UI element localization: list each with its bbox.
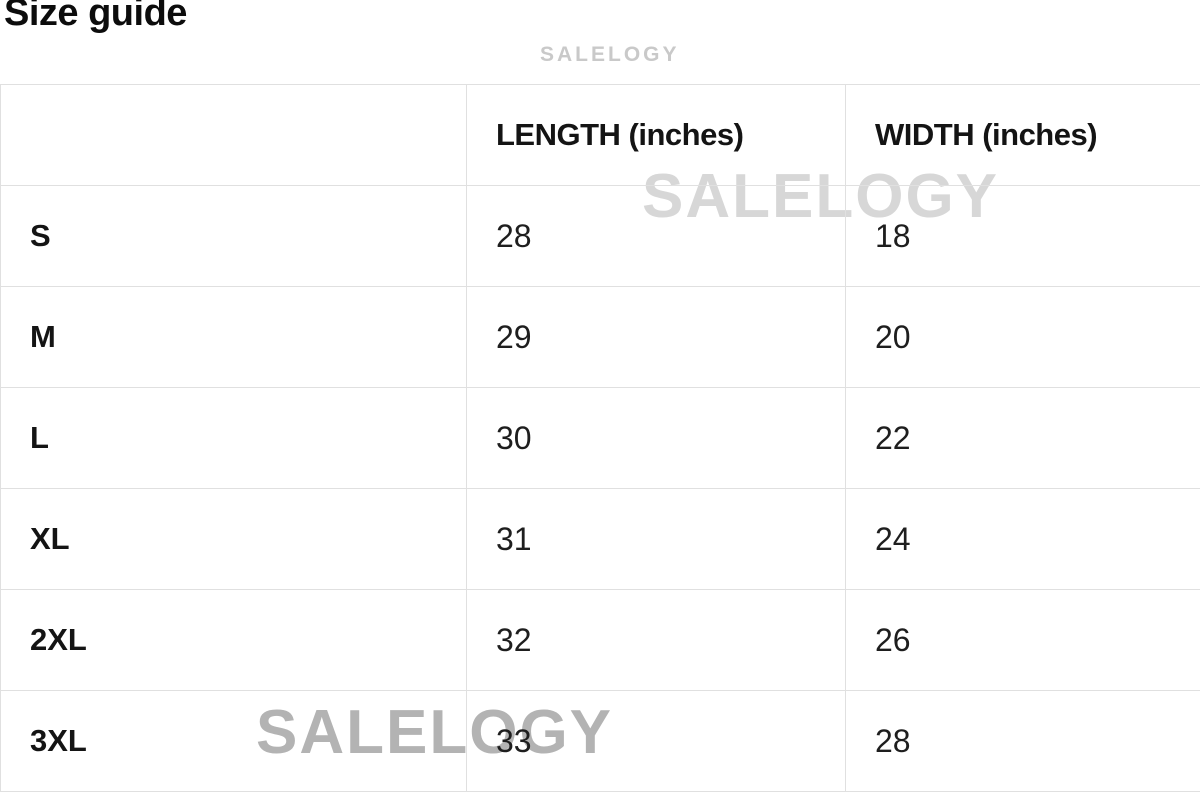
width-value: 18 [845, 185, 1200, 287]
width-value: 24 [845, 488, 1200, 590]
length-value: 31 [466, 488, 846, 590]
size-label: 3XL [0, 690, 467, 792]
table-row-2xl: 2XL 32 26 [0, 589, 1200, 691]
size-label: XL [0, 488, 467, 590]
table-row-l: L 30 22 [0, 387, 1200, 489]
table-row-3xl: 3XL 33 28 [0, 690, 1200, 792]
length-value: 33 [466, 690, 846, 792]
size-label: M [0, 286, 467, 388]
table-row-s: S 28 18 [0, 185, 1200, 287]
size-label: L [0, 387, 467, 489]
header-width-cell: WIDTH (inches) [845, 84, 1200, 186]
length-value: 28 [466, 185, 846, 287]
length-value: 29 [466, 286, 846, 388]
width-value: 22 [845, 387, 1200, 489]
width-value: 20 [845, 286, 1200, 388]
header-length-cell: LENGTH (inches) [466, 84, 846, 186]
size-guide-table: LENGTH (inches) WIDTH (inches) S 28 18 M… [0, 84, 1200, 792]
length-value: 30 [466, 387, 846, 489]
page-title: Size guide [4, 0, 187, 34]
watermark-top: SALELOGY [540, 43, 680, 66]
size-label: 2XL [0, 589, 467, 691]
table-row-m: M 29 20 [0, 286, 1200, 388]
width-value: 26 [845, 589, 1200, 691]
table-row-xl: XL 31 24 [0, 488, 1200, 590]
table-header-row: LENGTH (inches) WIDTH (inches) [0, 84, 1200, 186]
header-size-cell [0, 84, 467, 186]
size-label: S [0, 185, 467, 287]
width-value: 28 [845, 690, 1200, 792]
length-value: 32 [466, 589, 846, 691]
